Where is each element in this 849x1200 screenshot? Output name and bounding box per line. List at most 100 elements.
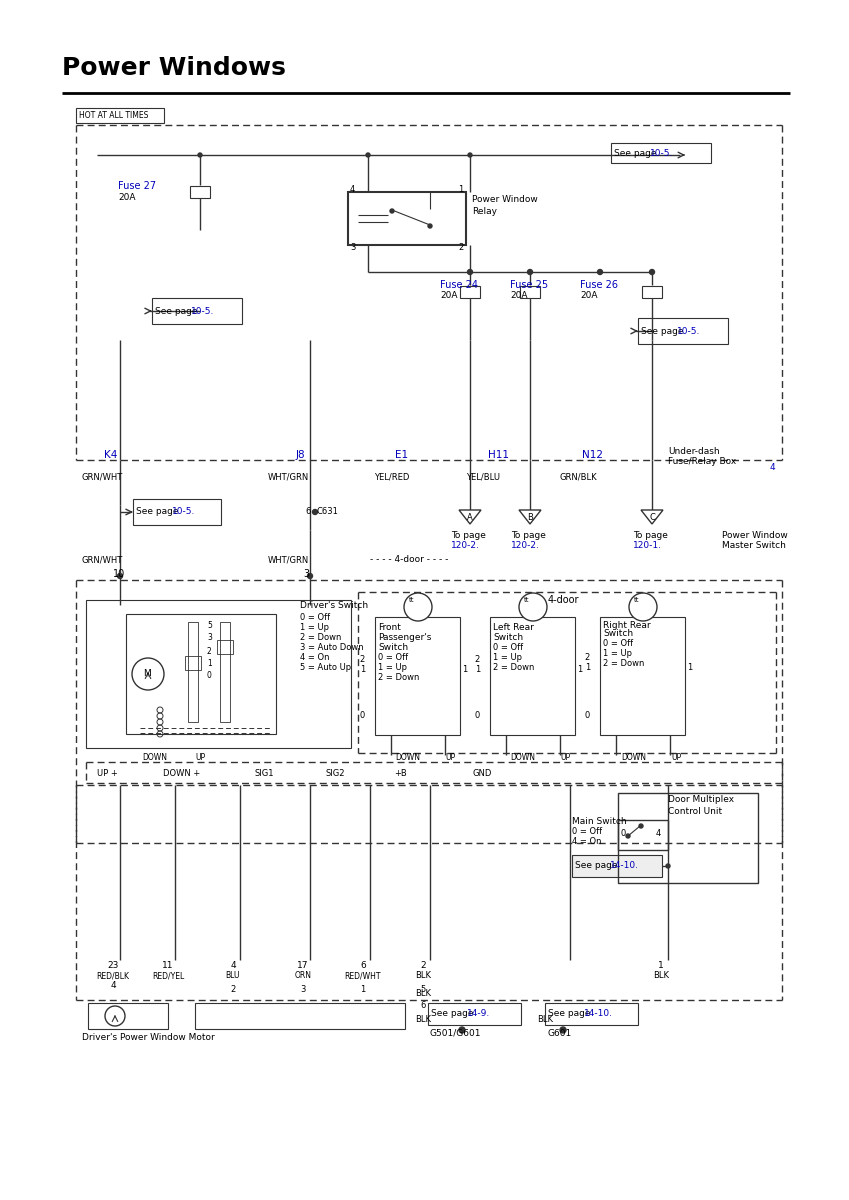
Circle shape [117,574,122,578]
Text: See page: See page [431,1009,474,1019]
Text: 3: 3 [350,242,356,252]
Text: Switch: Switch [378,643,408,653]
Text: 11: 11 [162,960,174,970]
Text: 17: 17 [297,960,309,970]
Text: 2 = Down: 2 = Down [603,660,644,668]
Bar [76,108,164,122]
Text: See page: See page [136,508,178,516]
Text: 0 = Off: 0 = Off [300,612,330,622]
Text: YEL/BLU: YEL/BLU [466,473,500,481]
Text: 1: 1 [458,186,464,194]
Text: 2: 2 [585,654,590,662]
Text: C631: C631 [317,508,339,516]
Text: RED/YEL: RED/YEL [152,972,184,980]
Circle shape [366,152,370,157]
Text: 0 = Off: 0 = Off [493,643,523,653]
Text: 1: 1 [462,666,467,674]
Circle shape [649,270,655,275]
Text: 0: 0 [360,710,365,720]
Text: Power Windows: Power Windows [62,56,286,80]
Text: GRN/WHT: GRN/WHT [82,473,123,481]
Text: Power Window: Power Window [722,530,788,540]
Text: Main Switch: Main Switch [572,817,627,827]
Text: 5 = Auto Up: 5 = Auto Up [300,662,351,672]
Bar [460,286,480,298]
Text: 1 = Up: 1 = Up [603,649,632,659]
Text: tt: tt [409,596,415,602]
Text: tt: tt [524,596,530,602]
Bar [126,614,276,734]
Bar [600,617,685,734]
Bar [190,186,210,198]
Bar [618,820,668,850]
Bar [375,617,460,734]
Text: Fuse 27: Fuse 27 [118,181,156,191]
Text: See page: See page [548,1009,591,1019]
Circle shape [626,834,630,838]
Text: 2 = Down: 2 = Down [493,664,534,672]
Text: To page: To page [633,530,668,540]
Text: 6: 6 [305,508,311,516]
Text: To page: To page [511,530,546,540]
Bar [618,793,758,883]
Polygon shape [641,510,663,524]
Text: UP: UP [195,752,205,762]
Text: BLK: BLK [653,972,669,980]
Text: 6: 6 [360,960,366,970]
Text: G501/G601: G501/G601 [430,1028,481,1038]
Text: 0: 0 [621,828,627,838]
Text: Under-dash: Under-dash [668,448,720,456]
Text: 1 = Up: 1 = Up [378,664,407,672]
Bar [348,192,466,245]
Text: DOWN: DOWN [621,752,646,762]
Text: 6: 6 [420,1001,425,1009]
Text: UP: UP [445,752,455,762]
Text: 10-5.: 10-5. [677,326,700,336]
Text: 10-5.: 10-5. [650,149,673,157]
Text: See page: See page [614,149,660,157]
Bar [642,286,662,298]
Text: 4 = On: 4 = On [572,838,601,846]
Text: DOWN: DOWN [396,752,420,762]
Text: See page: See page [155,306,198,316]
Circle shape [459,1027,465,1033]
Text: 1: 1 [207,660,211,668]
Text: 1: 1 [687,664,692,672]
Text: tt: tt [634,596,640,602]
Text: 2: 2 [420,960,426,970]
Text: 2: 2 [207,647,211,655]
Text: UP: UP [671,752,681,762]
Text: 20A: 20A [580,292,598,300]
Text: J8: J8 [296,450,306,460]
Bar [490,617,575,734]
Circle shape [312,510,318,515]
Circle shape [560,1027,566,1033]
Circle shape [404,593,432,622]
Text: 4: 4 [110,982,115,990]
Text: HOT AT ALL TIMES: HOT AT ALL TIMES [79,112,149,120]
Bar [185,656,201,670]
Bar [611,143,711,163]
Bar [188,622,198,722]
Text: 5: 5 [420,985,425,995]
Text: 5: 5 [207,622,212,630]
Text: K4: K4 [104,450,117,460]
Text: 20A: 20A [118,192,136,202]
Circle shape [519,593,547,622]
Text: Left Rear: Left Rear [493,624,534,632]
Text: 1: 1 [658,960,664,970]
Text: 0 = Off: 0 = Off [572,828,602,836]
Text: DOWN +: DOWN + [163,768,200,778]
Text: 4: 4 [350,186,355,194]
Text: 3: 3 [301,985,306,995]
Text: 2 = Down: 2 = Down [378,673,419,683]
Text: Switch: Switch [493,634,523,642]
Text: SIG1: SIG1 [255,768,274,778]
Bar [572,854,662,877]
Text: 3: 3 [207,634,212,642]
Circle shape [428,224,432,228]
Text: GRN/WHT: GRN/WHT [82,556,123,564]
Text: +B: +B [394,768,407,778]
Text: UP: UP [560,752,570,762]
Text: 2: 2 [230,985,236,995]
